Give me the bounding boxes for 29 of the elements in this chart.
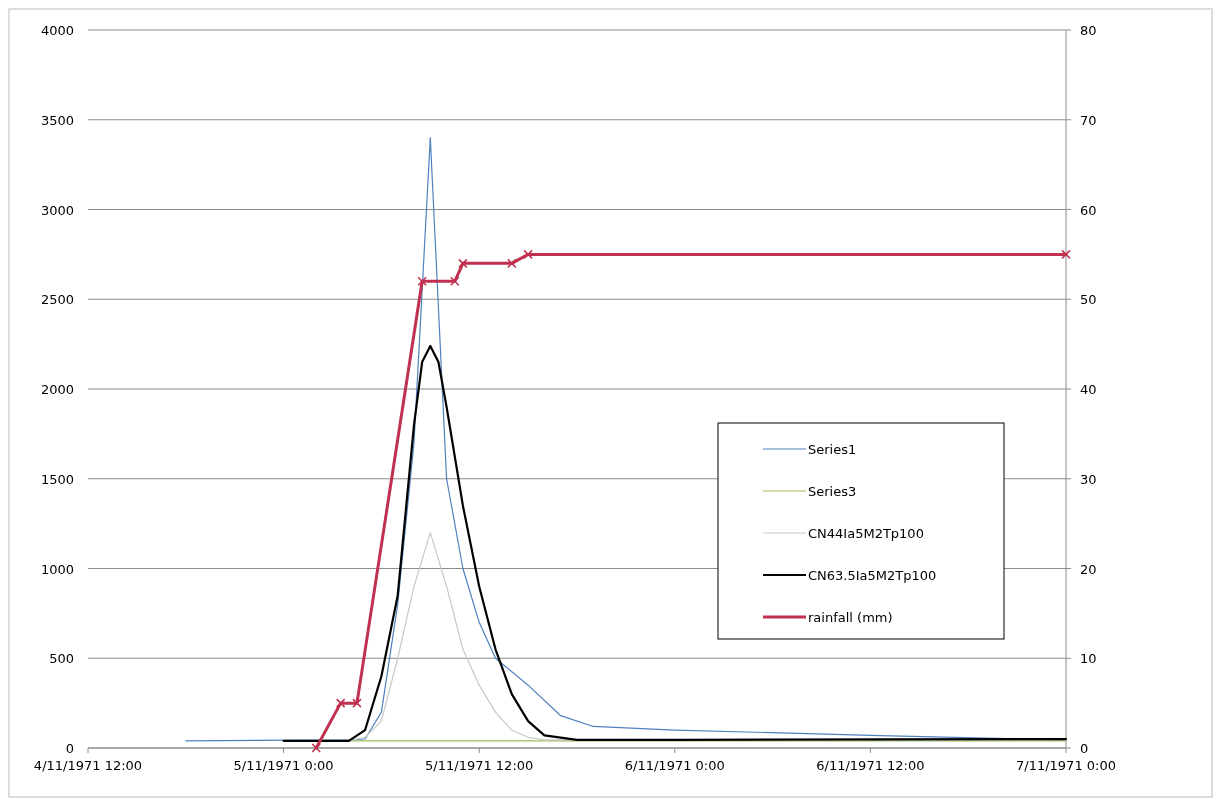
x-tick-label: 5/11/1971 0:00	[233, 758, 334, 773]
legend-label: Series3	[808, 484, 857, 499]
y2-tick-label: 20	[1080, 561, 1097, 577]
legend-label: CN63.5Ia5M2Tp100	[808, 568, 937, 583]
y-tick-label: 3500	[40, 112, 74, 128]
legend-label: rainfall (mm)	[808, 610, 893, 625]
legend-label: Series1	[808, 442, 857, 457]
y-tick-label: 2000	[40, 382, 74, 397]
y2-tick-label: 40	[1080, 382, 1097, 397]
y2-tick-label: 30	[1080, 471, 1097, 487]
legend-label: CN44Ia5M2Tp100	[808, 526, 924, 541]
y-tick-label: 500	[49, 651, 74, 667]
y2-tick-label: 0	[1080, 741, 1089, 756]
y-tick-label: 1500	[40, 471, 74, 487]
y2-tick-label: 80	[1080, 23, 1097, 38]
y-tick-label: 3000	[40, 202, 74, 218]
y2-tick-label: 60	[1080, 202, 1097, 218]
y-tick-label: 2500	[40, 292, 74, 308]
x-tick-label: 6/11/1971 12:00	[816, 758, 925, 773]
y2-tick-label: 10	[1080, 651, 1097, 667]
y-tick-label: 1000	[40, 561, 74, 577]
x-tick-label: 6/11/1971 0:00	[624, 758, 725, 773]
x-tick-label: 4/11/1971 12:00	[33, 758, 143, 773]
y2-tick-label: 70	[1080, 112, 1097, 128]
x-tick-label: 7/11/1971 0:00	[1016, 758, 1116, 773]
y-tick-label: 0	[65, 741, 74, 756]
y-tick-label: 4000	[40, 23, 74, 38]
x-tick-label: 5/11/1971 12:00	[425, 758, 534, 773]
y2-tick-label: 50	[1080, 292, 1097, 308]
